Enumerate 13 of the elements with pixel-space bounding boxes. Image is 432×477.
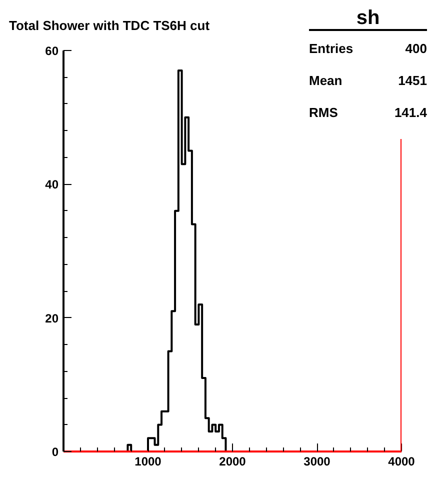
y-tick-label: 60: [45, 44, 59, 58]
x-tick-label: 1000: [134, 454, 162, 468]
text: sh: [309, 5, 427, 31]
text: Entries 400: [309, 40, 427, 56]
y-tick-label: 20: [45, 311, 59, 326]
x-tick-label: 3000: [304, 454, 331, 468]
text: RMS 141.4: [309, 104, 427, 120]
y-tick-label: 40: [45, 178, 59, 192]
chart-title: Total Shower with TDC TS6H cut: [9, 17, 210, 35]
x-tick-label: 4000: [388, 454, 416, 468]
x-tick-label: 2000: [219, 454, 246, 468]
text: Mean 1451: [309, 72, 427, 88]
y-tick-label: 0: [52, 445, 59, 459]
